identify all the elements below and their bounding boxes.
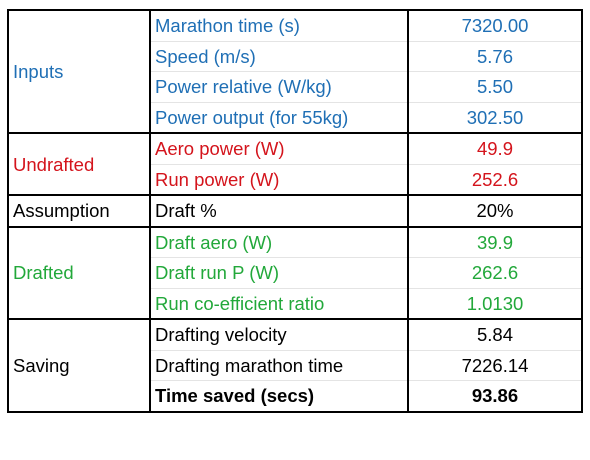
row-value[interactable]: 5.84: [407, 318, 583, 351]
row-value[interactable]: 39.9: [407, 225, 583, 258]
row-value[interactable]: 20%: [407, 194, 583, 228]
table-row: Power output (for 55kg) 302.50: [8, 101, 583, 134]
table-row: Speed (m/s) 5.76: [8, 40, 583, 72]
row-label[interactable]: Draft run P (W): [149, 257, 409, 289]
group-label-drafted[interactable]: Drafted: [7, 225, 151, 320]
row-label[interactable]: Power output (for 55kg): [149, 101, 409, 134]
group-label-inputs[interactable]: Inputs: [7, 9, 151, 134]
row-label[interactable]: Power relative (W/kg): [149, 71, 409, 103]
table-row: Power relative (W/kg) 5.50: [8, 71, 583, 103]
row-label[interactable]: Drafting marathon time: [149, 349, 409, 381]
group-label-saving[interactable]: Saving: [7, 318, 151, 413]
row-value[interactable]: 5.50: [407, 71, 583, 103]
row-value[interactable]: 1.0130: [407, 287, 583, 320]
row-label[interactable]: Run power (W): [149, 163, 409, 196]
row-value[interactable]: 302.50: [407, 101, 583, 134]
row-value[interactable]: 252.6: [407, 163, 583, 196]
row-label-time-saved[interactable]: Time saved (secs): [149, 380, 409, 413]
drafting-table: Inputs Marathon time (s) 7320.00 Speed (…: [7, 9, 583, 413]
row-label[interactable]: Marathon time (s): [149, 9, 409, 42]
row-label[interactable]: Draft aero (W): [149, 225, 409, 258]
table-row: Assumption Draft % 20%: [7, 194, 583, 228]
table-row: Draft run P (W) 262.6: [8, 257, 583, 289]
table-row: Saving Drafting velocity 5.84: [7, 318, 583, 413]
table-row: Drafting marathon time 7226.14: [8, 349, 583, 381]
group-label-undrafted[interactable]: Undrafted: [7, 132, 151, 196]
table-row: Inputs Marathon time (s) 7320.00: [7, 9, 583, 134]
group-label-assumption[interactable]: Assumption: [7, 194, 151, 228]
table-row: Run power (W) 252.6: [8, 163, 583, 196]
row-value[interactable]: 49.9: [407, 132, 583, 165]
table-row: Drafted Draft aero (W) 39.9: [7, 225, 583, 320]
row-label[interactable]: Run co-efficient ratio: [149, 287, 409, 320]
row-label[interactable]: Draft %: [149, 194, 409, 228]
row-value-time-saved[interactable]: 93.86: [407, 380, 583, 413]
row-value[interactable]: 7320.00: [407, 9, 583, 42]
row-value[interactable]: 7226.14: [407, 349, 583, 381]
table-row: Undrafted Aero power (W) 49.9: [7, 132, 583, 196]
row-value[interactable]: 5.76: [407, 40, 583, 72]
row-label[interactable]: Drafting velocity: [149, 318, 409, 351]
row-label[interactable]: Aero power (W): [149, 132, 409, 165]
table-row: Time saved (secs) 93.86: [8, 380, 583, 413]
row-label[interactable]: Speed (m/s): [149, 40, 409, 72]
row-value[interactable]: 262.6: [407, 257, 583, 289]
table-row: Run co-efficient ratio 1.0130: [8, 287, 583, 320]
